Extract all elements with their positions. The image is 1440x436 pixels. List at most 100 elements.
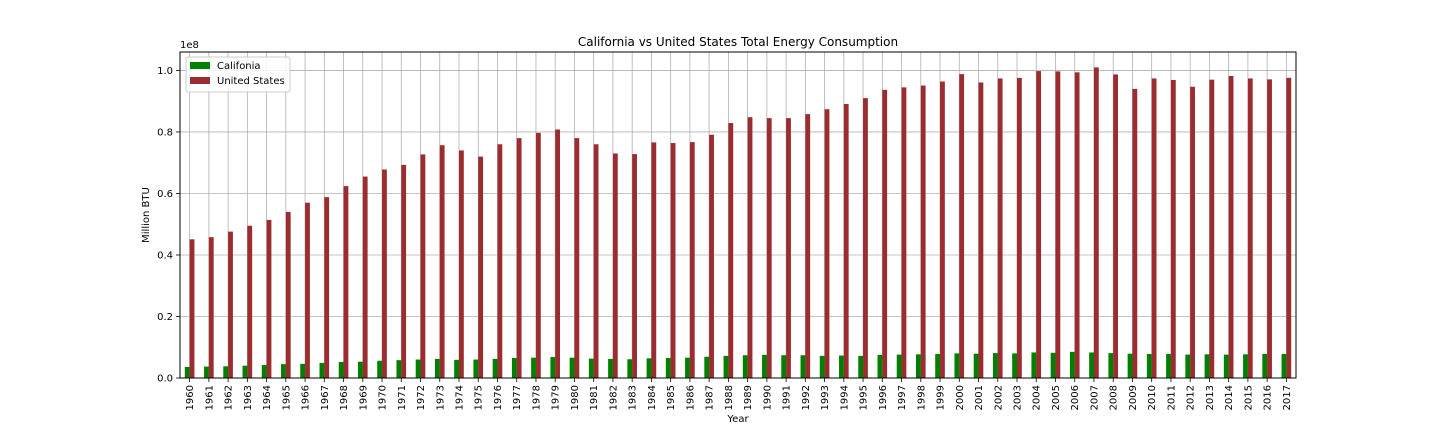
bar-califonia	[357, 361, 363, 378]
x-tick-label: 2011	[1166, 385, 1177, 410]
bar-califonia	[1012, 353, 1017, 378]
bar-califonia	[550, 357, 556, 378]
x-tick-label: 1989	[743, 385, 754, 410]
bar-united-states	[1209, 79, 1215, 378]
x-tick-label: 1986	[685, 385, 696, 410]
bar-united-states	[670, 143, 676, 378]
bar-united-states	[1093, 67, 1099, 379]
bar-united-states	[766, 118, 772, 378]
bar-united-states	[940, 81, 945, 378]
bar-united-states	[882, 89, 888, 378]
bar-califonia	[646, 358, 652, 378]
x-tick-label: 2003	[1013, 385, 1024, 410]
x-tick-label: 1975	[474, 385, 485, 410]
bar-united-states	[978, 82, 984, 378]
bar-califonia	[1050, 352, 1056, 378]
bar-califonia	[454, 359, 459, 378]
bar-califonia	[1243, 354, 1248, 378]
bar-califonia	[569, 357, 575, 378]
y-tick-label: 0.2	[157, 312, 173, 323]
bar-califonia	[896, 354, 902, 378]
bar-califonia	[877, 354, 883, 378]
bar-califonia	[261, 365, 267, 378]
bar-califonia	[935, 354, 941, 378]
bar-united-states	[478, 156, 484, 378]
bar-califonia	[858, 355, 864, 378]
bar-united-states	[920, 85, 926, 378]
x-tick-label: 1985	[666, 385, 677, 410]
bar-united-states	[228, 231, 233, 378]
x-tick-label: 1965	[281, 385, 292, 410]
bar-united-states	[1017, 77, 1022, 379]
y-tick-label: 0.0	[157, 374, 173, 385]
x-tick-label: 1993	[820, 385, 831, 410]
legend-swatch-califonia	[190, 62, 210, 69]
x-tick-label: 1994	[839, 385, 850, 410]
bar-united-states	[1228, 75, 1234, 378]
bar-califonia	[377, 360, 383, 378]
bar-califonia	[1089, 352, 1094, 378]
x-tick-label: 2016	[1263, 385, 1274, 410]
bar-united-states	[555, 129, 561, 378]
plot-frame	[179, 51, 1297, 379]
bar-califonia	[1108, 353, 1114, 378]
y-axis-label: Million BTU	[141, 187, 152, 243]
bar-califonia	[704, 356, 710, 378]
x-tick-label: 1970	[378, 385, 389, 410]
bar-united-states	[1113, 74, 1119, 379]
bar-united-states	[612, 153, 618, 378]
bar-united-states	[747, 117, 753, 378]
x-tick-label: 1963	[243, 385, 254, 410]
bar-united-states	[189, 239, 195, 378]
bar-califonia	[1166, 354, 1171, 378]
bar-united-states	[266, 219, 272, 378]
bar-united-states	[863, 98, 868, 378]
bar-califonia	[223, 366, 229, 378]
x-tick-label: 1988	[724, 385, 735, 410]
bar-united-states	[709, 134, 714, 378]
bar-united-states	[1151, 78, 1157, 378]
x-tick-label: 1992	[801, 385, 812, 410]
bar-united-states	[247, 225, 253, 378]
x-tick-label: 2017	[1282, 385, 1293, 410]
bar-califonia	[819, 355, 825, 378]
x-tick-label: 2008	[1109, 385, 1120, 410]
bar-califonia	[1262, 354, 1268, 378]
bar-califonia	[434, 358, 440, 378]
x-tick-label: 1960	[185, 385, 196, 410]
bar-califonia	[685, 357, 690, 378]
bar-united-states	[1247, 78, 1253, 378]
bar-united-states	[786, 118, 791, 378]
x-tick-label: 2004	[1032, 385, 1043, 410]
bar-united-states	[1190, 86, 1195, 378]
legend: Califonia United States	[185, 56, 291, 93]
bar-united-states	[959, 74, 965, 378]
x-tick-label: 1978	[531, 385, 542, 410]
bar-califonia	[184, 366, 190, 378]
x-tick-label: 1980	[570, 385, 581, 410]
bar-united-states	[324, 197, 330, 378]
bar-united-states	[1055, 71, 1061, 378]
x-tick-label: 2000	[955, 385, 966, 410]
bar-united-states	[362, 176, 368, 378]
x-tick-label: 2002	[993, 385, 1004, 410]
x-tick-label: 2013	[1205, 385, 1216, 410]
x-tick-label: 1971	[397, 385, 408, 410]
x-tick-label: 1997	[897, 385, 908, 410]
x-tick-label: 1962	[224, 385, 235, 410]
legend-label-united-states: United States	[217, 76, 285, 87]
bar-califonia	[531, 357, 536, 378]
legend-label-califonia: Califonia	[217, 61, 261, 72]
bar-united-states	[1286, 77, 1292, 379]
x-tick-label: 1999	[936, 385, 947, 410]
x-axis: 1960 1961 1962 1963 1964 1965 1966 1967 1968 1969…	[185, 378, 1293, 410]
bar-califonia	[511, 358, 517, 378]
bar-united-states	[824, 109, 830, 379]
bar-califonia	[1031, 352, 1037, 378]
bar-united-states	[516, 138, 522, 378]
x-tick-label: 1981	[589, 385, 600, 410]
x-tick-label: 1961	[204, 385, 215, 410]
legend-swatch-united-states	[190, 77, 210, 84]
x-tick-label: 1969	[358, 385, 369, 410]
